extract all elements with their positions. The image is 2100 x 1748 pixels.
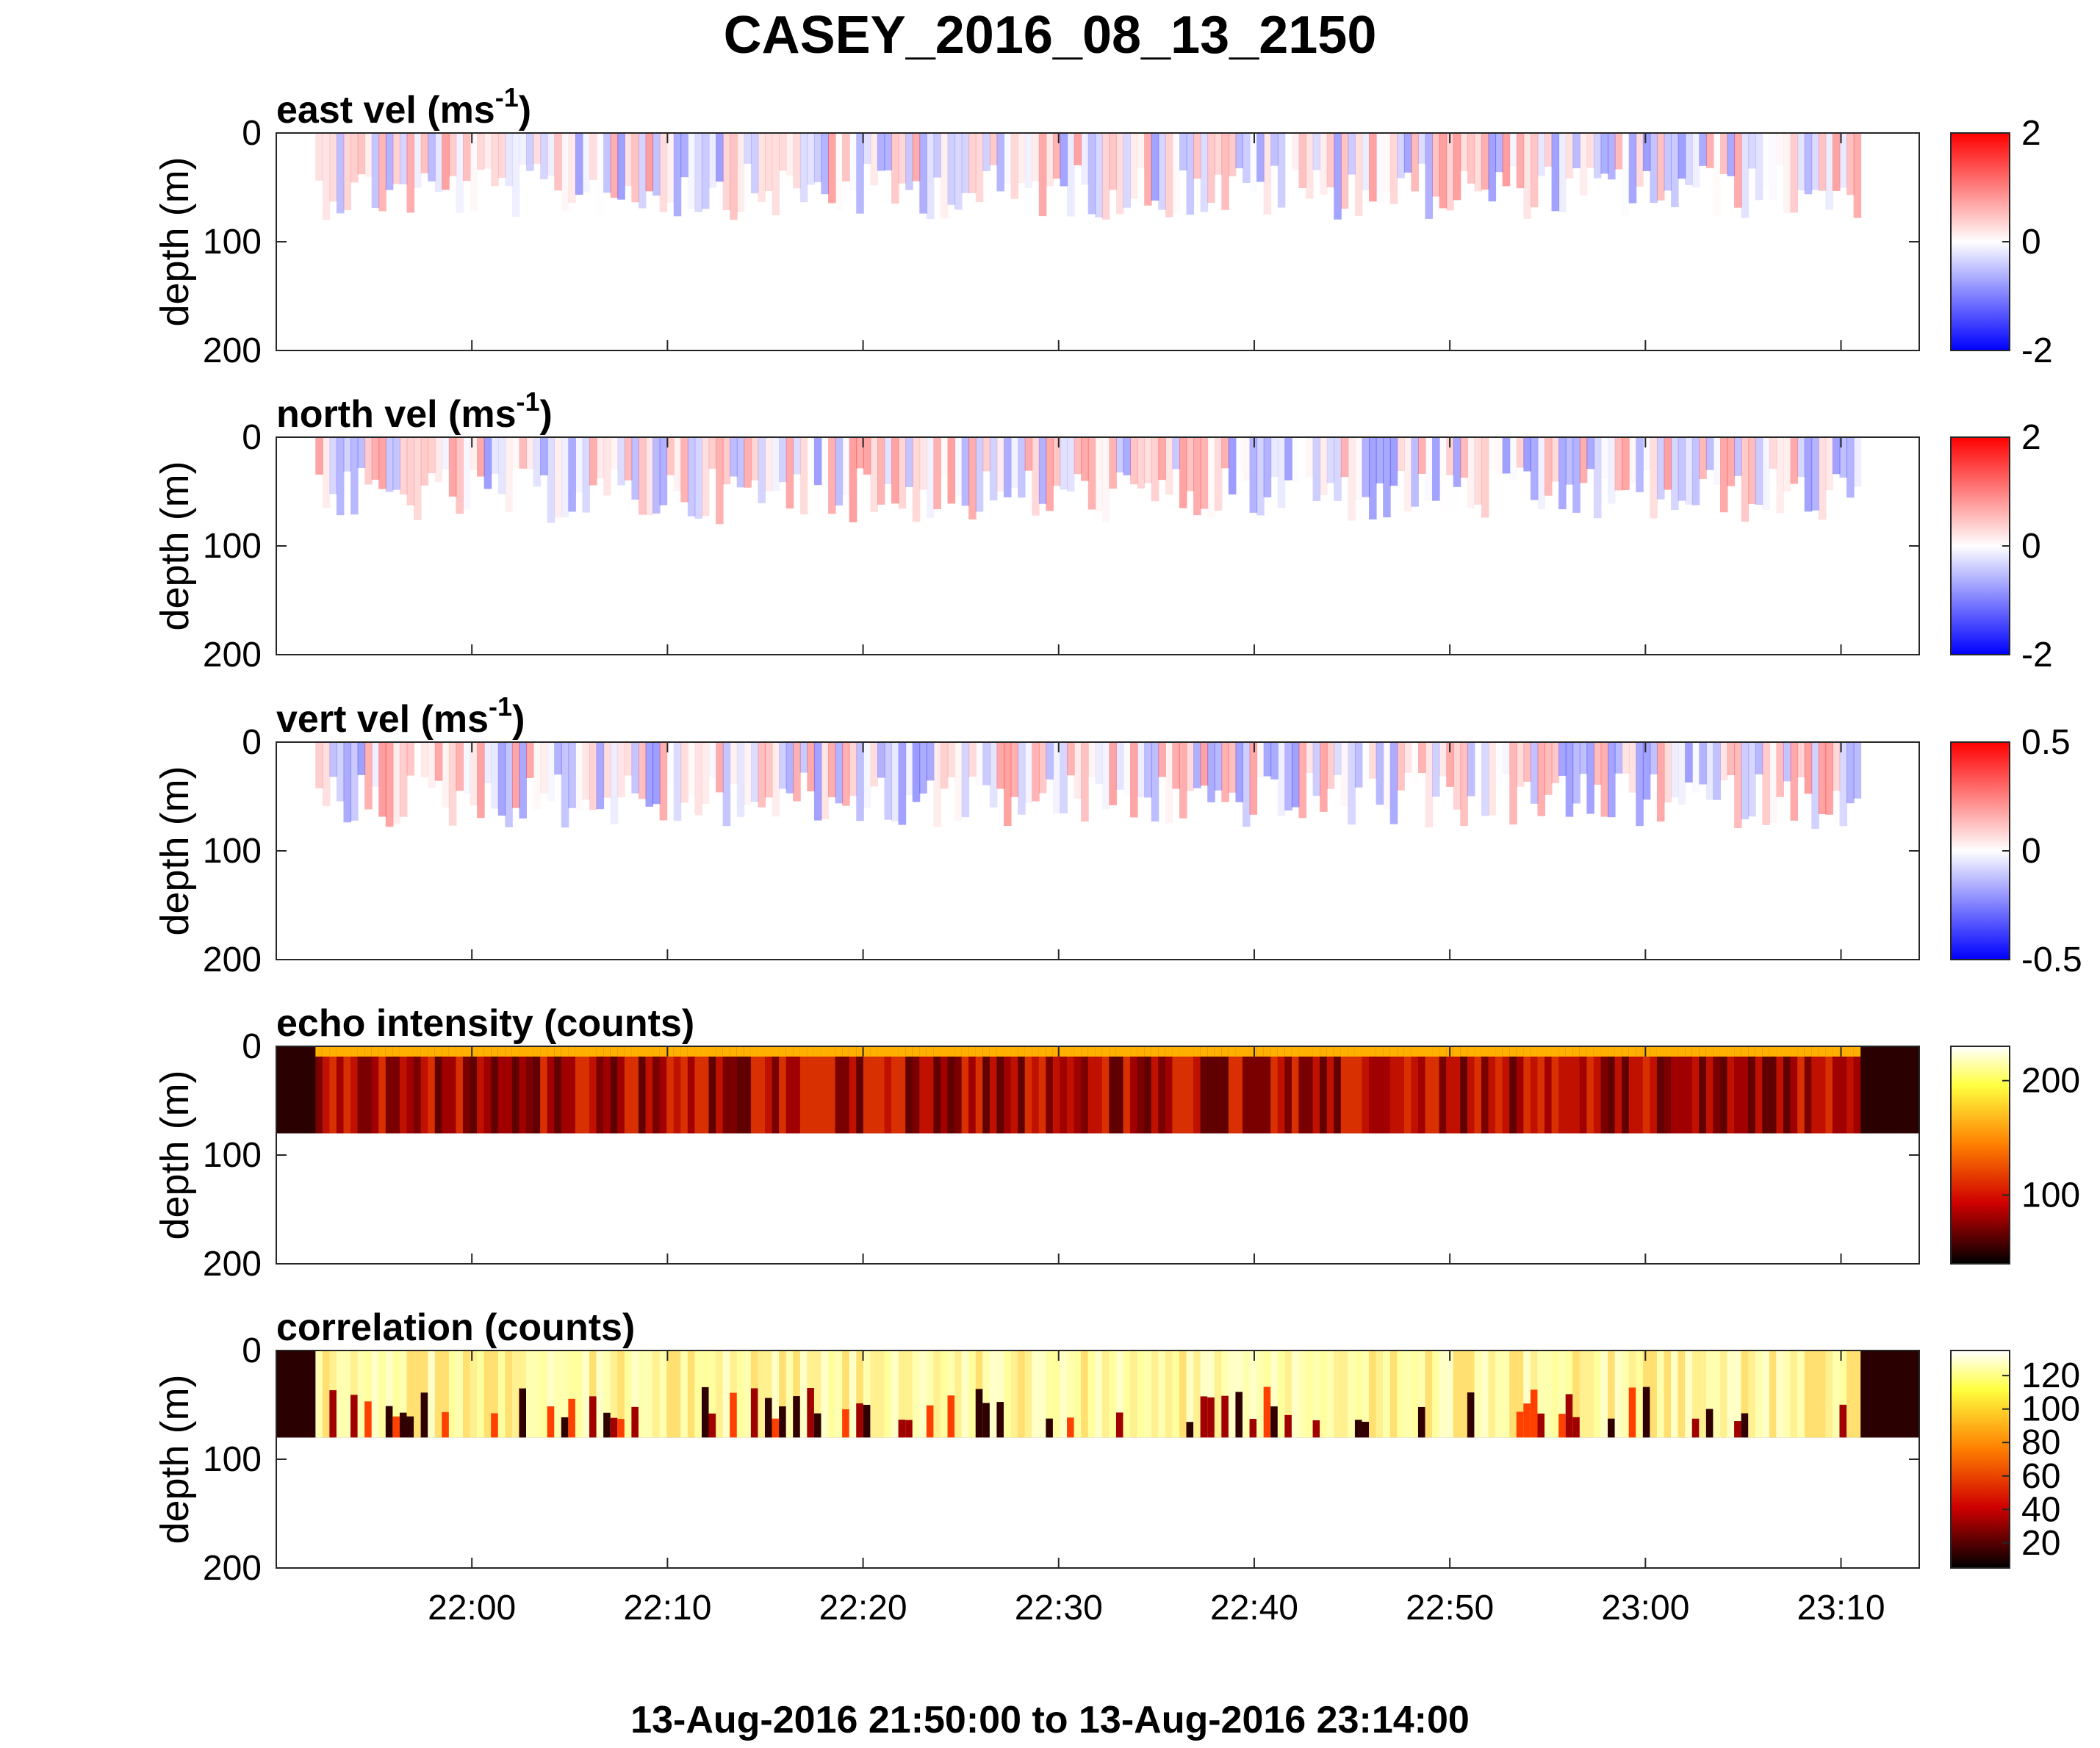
x-tick-label: 22:10 [623,1589,711,1627]
y-tick-label: 0 [242,1331,262,1370]
y-tick-label: 0 [242,1027,262,1066]
panel-title: north vel (ms-1) [276,386,553,436]
y-tick-label: 100 [203,223,262,262]
x-tick-label: 23:00 [1601,1589,1689,1627]
y-tick-label: 0 [242,418,262,457]
panel-5: correlation (counts) 0 100 200 22:00 22:10 22:… [153,1306,2080,1627]
colorbar-tick-label: 40 [2021,1490,2060,1529]
y-axis-label: depth (m) [153,461,197,630]
panel-title: correlation (counts) [276,1306,635,1349]
y-tick-label: 200 [203,1549,262,1588]
data-band [315,133,1862,220]
figure-title: CASEY_2016_08_13_2150 [724,6,1377,65]
colorbar-tick-label: -2 [2021,331,2053,370]
y-axis-label: depth (m) [153,1374,197,1544]
colorbar: 2 0 -2 [1950,114,2053,370]
x-tick-label: 22:50 [1406,1589,1494,1627]
x-tick-label: 22:30 [1015,1589,1103,1627]
y-tick-label: 100 [203,527,262,566]
panel-title: echo intensity (counts) [276,1002,694,1045]
colorbar-tick-label: 2 [2021,418,2041,457]
y-tick-label: 0 [242,114,262,153]
x-tick-label: 22:20 [819,1589,907,1627]
panel-title: vert vel (ms-1) [276,691,525,741]
y-tick-label: 200 [203,940,262,979]
data-band [276,1350,1919,1438]
colorbar-tick-label: 100 [2021,1390,2080,1429]
y-axis-label: depth (m) [153,157,197,326]
colorbar-tick-label: 100 [2021,1176,2080,1215]
y-tick-label: 200 [203,331,262,370]
colorbar-tick-label: 20 [2021,1524,2060,1563]
data-band [315,742,1862,830]
colorbar: 200 100 [1950,1046,2080,1265]
colorbar-tick-label: 0 [2021,223,2041,262]
colorbar: 0.5 0 -0.5 [1950,723,2082,979]
y-tick-label: 0 [242,723,262,762]
colorbar: 2 0 -2 [1950,418,2053,675]
data-band [276,1046,1919,1134]
x-tick-label: 22:40 [1210,1589,1298,1627]
y-tick-label: 200 [203,636,262,675]
colorbar-tick-label: 0.5 [2021,723,2071,762]
colorbar-tick-label: 2 [2021,114,2041,153]
data-band [315,437,1862,525]
y-tick-label: 100 [203,832,262,871]
y-axis-label: depth (m) [153,766,197,935]
colorbar-tick-label: 200 [2021,1062,2080,1101]
x-tick-label: 22:00 [428,1589,516,1627]
colorbar-tick-label: 0 [2021,527,2041,566]
colorbar-tick-label: 60 [2021,1457,2060,1496]
panel-title: east vel (ms-1) [276,82,531,132]
colorbar-tick-label: 120 [2021,1356,2080,1395]
x-tick-label: 23:10 [1797,1589,1885,1627]
time-range-footer: 13-Aug-2016 21:50:00 to 13-Aug-2016 23:1… [630,1699,1470,1741]
colorbar-tick-label: -0.5 [2021,940,2082,979]
y-tick-label: 100 [203,1440,262,1479]
y-tick-label: 200 [203,1245,262,1284]
colorbar-tick-label: -2 [2021,636,2053,675]
y-tick-label: 100 [203,1136,262,1175]
colorbar-tick-label: 80 [2021,1423,2060,1462]
y-axis-label: depth (m) [153,1070,197,1240]
colorbar-tick-label: 0 [2021,832,2041,871]
